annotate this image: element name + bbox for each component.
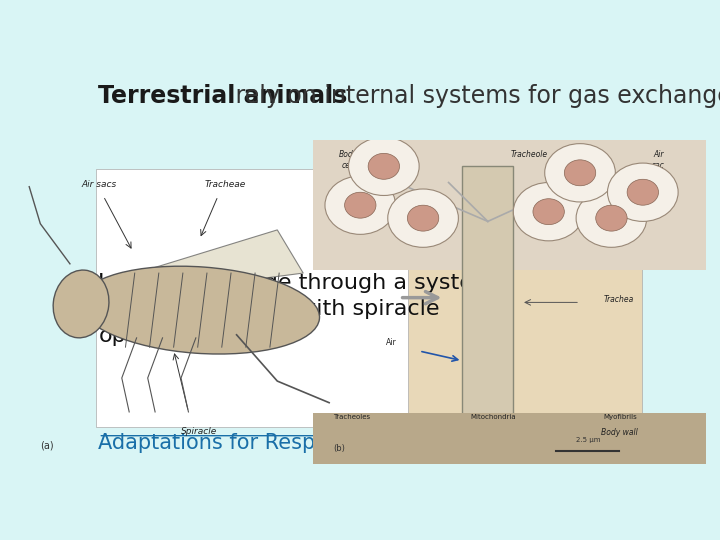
Polygon shape (137, 230, 303, 295)
FancyBboxPatch shape (324, 168, 642, 427)
Text: Body
cell: Body cell (339, 150, 358, 170)
Text: Air
sac: Air sac (652, 150, 665, 170)
Text: Myofibrils: Myofibrils (603, 414, 637, 420)
FancyBboxPatch shape (313, 413, 706, 464)
Circle shape (388, 189, 459, 247)
Circle shape (345, 192, 376, 218)
Circle shape (627, 179, 659, 205)
FancyBboxPatch shape (96, 168, 408, 427)
Text: Mitochondria: Mitochondria (470, 414, 516, 420)
Text: Adaptations for Respiration video: Adaptations for Respiration video (99, 433, 446, 453)
Circle shape (576, 189, 647, 247)
Circle shape (608, 163, 678, 221)
Circle shape (595, 205, 627, 231)
Circle shape (368, 153, 400, 179)
Text: Tracheole: Tracheole (510, 150, 548, 159)
Text: Body wall: Body wall (601, 428, 638, 437)
Text: Air: Air (387, 338, 397, 347)
Text: (b): (b) (333, 444, 345, 454)
Text: Insects exchange through a system
of Tracheal Tubes with spiracle
openings: Insects exchange through a system of Tra… (99, 273, 495, 346)
FancyBboxPatch shape (462, 166, 513, 451)
Text: Air sacs: Air sacs (82, 180, 117, 188)
Circle shape (325, 176, 395, 234)
Text: (a): (a) (40, 441, 54, 451)
Text: rely on internal systems for gas exchange: rely on internal systems for gas exchang… (228, 84, 720, 107)
Text: Tracheoles: Tracheoles (333, 414, 370, 420)
Text: 2.5 μm: 2.5 μm (575, 437, 600, 443)
Text: Tracheae: Tracheae (204, 180, 246, 188)
Ellipse shape (53, 270, 109, 338)
Text: Trachea: Trachea (604, 295, 634, 305)
Circle shape (545, 144, 616, 202)
FancyBboxPatch shape (313, 140, 706, 270)
Circle shape (513, 183, 584, 241)
Circle shape (533, 199, 564, 225)
Ellipse shape (80, 266, 320, 354)
Text: Spiracle: Spiracle (181, 427, 217, 436)
Circle shape (564, 160, 595, 186)
Circle shape (408, 205, 438, 231)
Text: Terrestrial animals: Terrestrial animals (99, 84, 348, 107)
Circle shape (348, 137, 419, 195)
